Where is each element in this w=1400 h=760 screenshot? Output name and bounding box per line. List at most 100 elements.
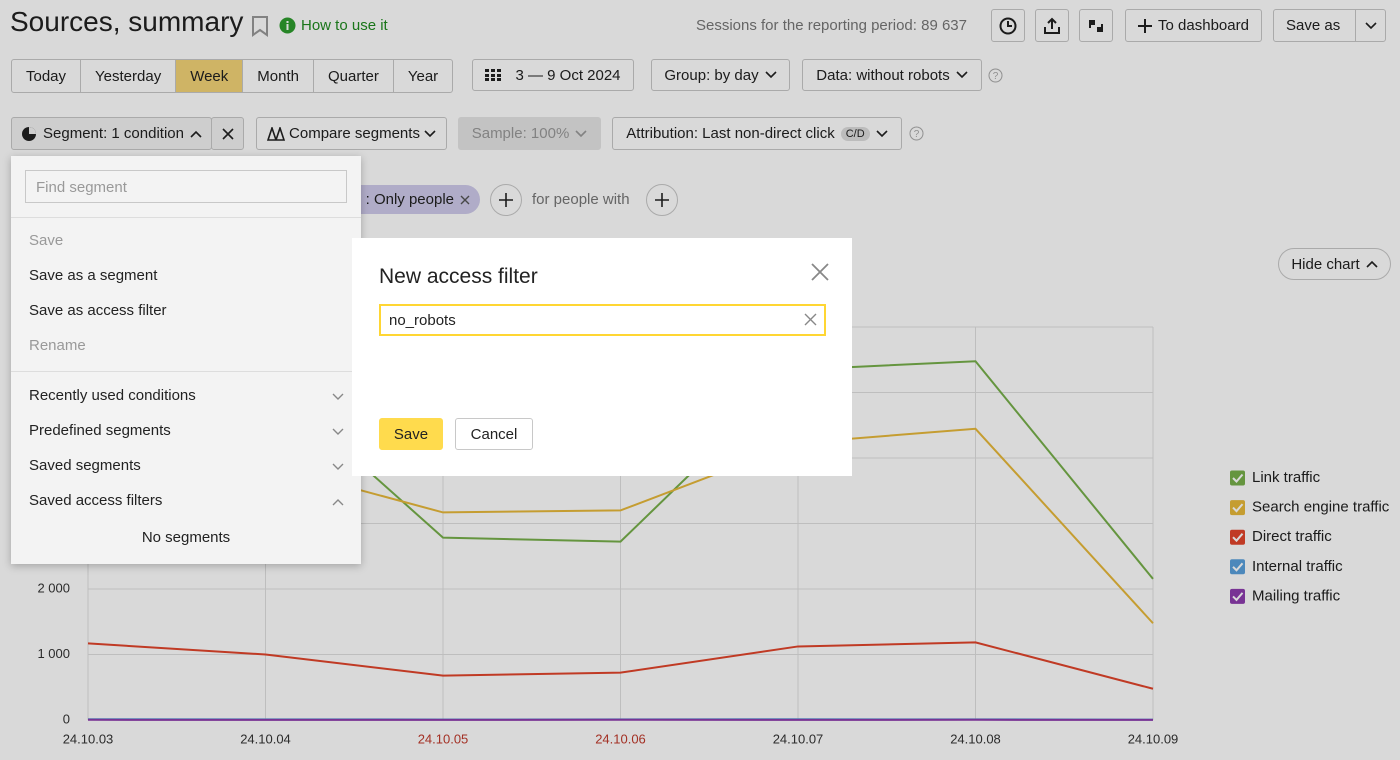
- split-divider: [1355, 9, 1356, 42]
- button-label: Segment: 1 condition: [43, 125, 184, 142]
- svg-text:?: ?: [993, 71, 999, 82]
- y-tick-label: 0: [63, 711, 70, 726]
- legend-checkbox[interactable]: [1230, 470, 1245, 486]
- segment-search[interactable]: Find segment: [25, 170, 347, 203]
- sessions-count: Sessions for the reporting period: 89 63…: [695, 17, 967, 34]
- segment-button[interactable]: Segment: 1 condition: [11, 117, 212, 150]
- section-chevron: [332, 499, 344, 506]
- period-tab[interactable]: Month: [243, 60, 314, 92]
- bookmark-icon[interactable]: [251, 16, 269, 37]
- chevron: [956, 71, 968, 79]
- period-tab[interactable]: Today: [12, 60, 82, 92]
- add-condition-button[interactable]: [646, 184, 678, 216]
- legend-checkbox[interactable]: [1230, 559, 1245, 575]
- period-tab[interactable]: Year: [407, 67, 439, 85]
- chevron: [424, 129, 436, 137]
- legend-label[interactable]: Internal traffic: [1252, 558, 1343, 575]
- legend-check: [1232, 503, 1244, 513]
- legend-label[interactable]: Link traffic: [1252, 469, 1321, 486]
- x-tick-label: 24.10.05: [418, 731, 469, 746]
- button-label: Attribution: Last non-direct click: [626, 125, 835, 142]
- cancel-button[interactable]: Cancel: [455, 418, 533, 450]
- save-button[interactable]: Save: [379, 418, 443, 450]
- legend-check: [1232, 562, 1244, 572]
- period-tab[interactable]: Week: [176, 60, 244, 92]
- button-label: To dashboard: [1158, 17, 1249, 34]
- chevron: [1366, 260, 1378, 268]
- svg-text:?: ?: [914, 129, 920, 140]
- period-tabs: Today Yesterday Week Month Quarter Year: [11, 59, 454, 93]
- chevron: [876, 129, 888, 137]
- attribution-badge: C/D: [840, 126, 870, 141]
- save-as-arrow[interactable]: [1365, 22, 1377, 30]
- hide-chart-button[interactable]: Hide chart: [1278, 248, 1391, 280]
- button-label: Compare segments: [289, 125, 420, 142]
- to-dashboard-button[interactable]: To dashboard: [1125, 9, 1262, 42]
- period-tab[interactable]: Quarter: [314, 60, 394, 92]
- compare-icon-button[interactable]: [1079, 9, 1113, 42]
- period-tab[interactable]: Yesterday: [81, 60, 177, 92]
- y-tick-label: 2 000: [37, 580, 70, 595]
- menu-section[interactable]: Predefined segments: [29, 422, 171, 439]
- clear-segment-button[interactable]: [211, 117, 244, 150]
- chevron: [190, 130, 202, 138]
- legend-check: [1232, 533, 1244, 543]
- divider: [11, 371, 361, 372]
- add-condition-button[interactable]: [490, 184, 522, 216]
- menu-action[interactable]: Save as a segment: [29, 267, 158, 284]
- export-button[interactable]: [1035, 9, 1069, 42]
- help-icon[interactable]: ?: [988, 68, 1003, 83]
- chevron: [765, 71, 777, 79]
- menu-section[interactable]: Saved access filters: [29, 492, 163, 509]
- history-button[interactable]: [991, 9, 1025, 42]
- menu-action[interactable]: Save as access filter: [29, 302, 167, 319]
- modal-dialog: New access filter no_robots Save Cancel: [352, 238, 852, 476]
- close-button[interactable]: [811, 263, 829, 281]
- section-chevron: [332, 463, 344, 470]
- legend-label[interactable]: Direct traffic: [1252, 528, 1332, 545]
- help-link[interactable]: How to use it: [301, 17, 388, 34]
- filter-name-input[interactable]: no_robots: [379, 304, 826, 336]
- menu-section[interactable]: Recently used conditions: [29, 387, 196, 404]
- button-label: Sample: 100%: [471, 125, 570, 142]
- menu-action: Save: [29, 232, 64, 249]
- x-tick-label: 24.10.06: [595, 731, 646, 746]
- legend-checkbox[interactable]: [1230, 588, 1245, 604]
- empty-text: No segments: [141, 529, 231, 546]
- legend-checkbox[interactable]: [1230, 529, 1245, 545]
- series-line: [87, 641, 1154, 690]
- section-chevron: [332, 393, 344, 400]
- x-tick-label: 24.10.03: [63, 731, 114, 746]
- menu-action: Rename: [29, 337, 86, 354]
- x-tick-label: 24.10.04: [240, 731, 291, 746]
- x-tick-label: 24.10.09: [1128, 731, 1179, 746]
- divider: [11, 217, 361, 218]
- condition-connector: for people with: [532, 191, 630, 208]
- page-title: Sources, summary: [10, 6, 244, 37]
- attribution-button[interactable]: Attribution: Last non-direct click C/D: [612, 117, 902, 150]
- menu-section[interactable]: Saved segments: [29, 457, 141, 474]
- legend-check: [1232, 592, 1244, 602]
- y-tick-label: 1 000: [37, 646, 70, 661]
- compare-segments-button[interactable]: Compare segments: [256, 117, 447, 150]
- sample-button: Sample: 100%: [458, 117, 601, 150]
- info-icon: [279, 17, 296, 34]
- chevron: [575, 129, 587, 137]
- legend-label[interactable]: Search engine traffic: [1252, 499, 1390, 516]
- grouping-button[interactable]: Group: by day: [651, 59, 790, 91]
- button-label: Save: [393, 425, 429, 443]
- button-label: Data: without robots: [816, 66, 950, 84]
- help-icon[interactable]: ?: [909, 126, 924, 141]
- button-label: Group: by day: [664, 66, 759, 84]
- legend-check: [1232, 473, 1244, 483]
- save-as-button[interactable]: Save as: [1273, 9, 1386, 42]
- legend-label[interactable]: Mailing traffic: [1252, 587, 1341, 604]
- data-filter-button[interactable]: Data: without robots: [802, 59, 982, 91]
- segment-menu: Find segment Save Save as a segment Save a…: [11, 156, 361, 564]
- legend-checkbox[interactable]: [1230, 500, 1245, 516]
- button-label: Hide chart: [1291, 255, 1360, 273]
- section-chevron: [332, 428, 344, 435]
- date-range-button[interactable]: 3 — 9 Oct 2024: [472, 59, 634, 91]
- button-label: 3 — 9 Oct 2024: [515, 66, 621, 84]
- clear-input-button[interactable]: [804, 313, 817, 326]
